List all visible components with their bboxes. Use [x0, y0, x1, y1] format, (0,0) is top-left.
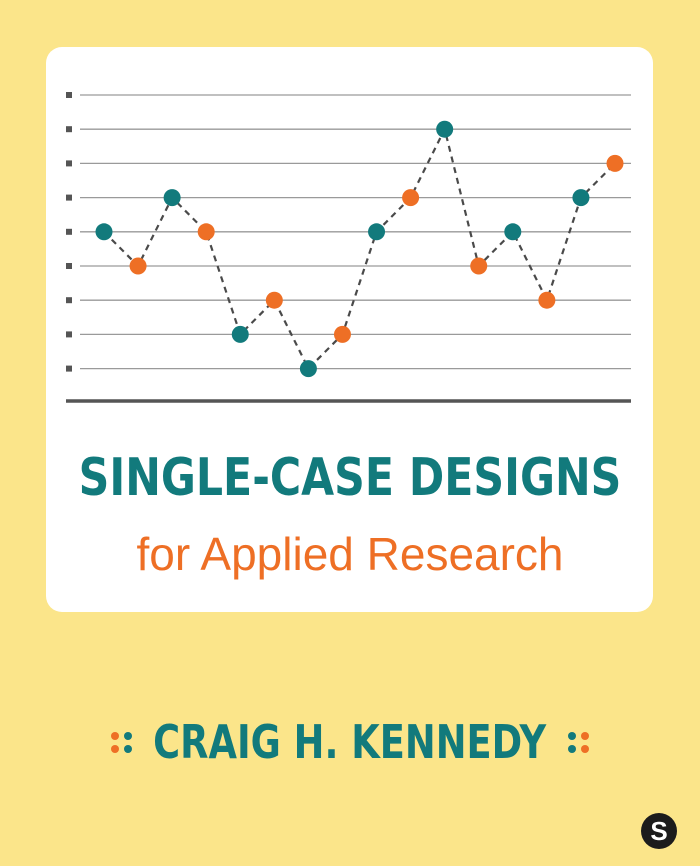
data-point — [504, 223, 522, 241]
y-tick-mark — [66, 297, 72, 304]
y-tick-mark — [66, 126, 72, 133]
author-row: CRAIG H. KENNEDY — [0, 707, 700, 777]
ornament-dot — [111, 731, 120, 740]
left-dots-ornament — [111, 731, 133, 753]
data-point — [436, 120, 454, 138]
y-tick-mark — [66, 92, 72, 98]
data-point — [129, 257, 147, 275]
data-point — [368, 223, 386, 241]
ornament-dot — [124, 731, 133, 740]
author-name: CRAIG H. KENNEDY — [153, 715, 547, 769]
ornament-dot — [567, 744, 576, 753]
data-point — [333, 325, 351, 343]
y-tick-mark — [66, 331, 72, 338]
data-point — [572, 189, 590, 207]
ornament-dot — [111, 744, 120, 753]
data-point — [163, 189, 181, 207]
series-line — [103, 126, 616, 371]
ornament-dot — [124, 744, 133, 753]
right-dots-ornament — [567, 731, 589, 753]
ornament-dot — [567, 731, 576, 740]
y-tick-mark — [66, 365, 72, 372]
book-subtitle: for Applied Research — [136, 528, 564, 580]
data-point — [402, 189, 420, 207]
data-point — [606, 154, 624, 172]
data-point — [470, 257, 488, 275]
chart-panel — [46, 47, 653, 612]
data-point — [197, 223, 215, 241]
data-point — [299, 360, 317, 378]
y-tick-mark — [66, 228, 72, 235]
y-tick-mark — [66, 263, 72, 269]
y-tick-mark — [66, 160, 72, 167]
data-point — [231, 325, 249, 343]
publisher-logo: S — [641, 813, 677, 849]
data-point — [538, 291, 556, 309]
line-chart — [66, 92, 631, 403]
y-tick-mark — [66, 194, 72, 201]
data-point — [95, 223, 113, 241]
book-title: SINGLE-CASE DESIGNS — [78, 448, 622, 508]
ornament-dot — [580, 744, 589, 753]
ornament-dot — [580, 731, 589, 740]
data-point — [265, 291, 283, 309]
